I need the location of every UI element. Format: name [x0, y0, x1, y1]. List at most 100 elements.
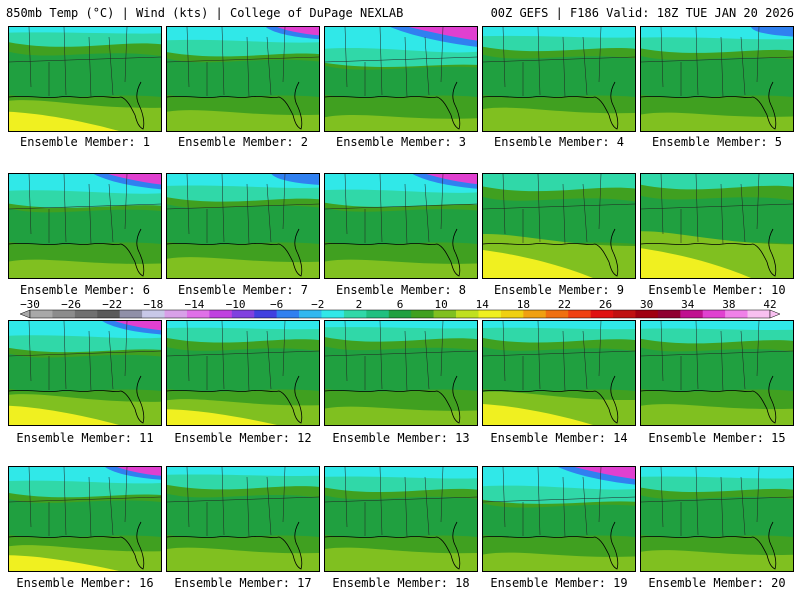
- page-title: 850mb Temp (°C) | Wind (kts) | College o…: [6, 6, 404, 20]
- colorbar-tick-label: 34: [681, 298, 695, 311]
- state-border: [756, 174, 760, 230]
- colorbar-swatch: [411, 310, 434, 318]
- colorbar-swatch: [186, 310, 210, 318]
- state-border: [483, 56, 635, 63]
- state-border: [88, 476, 92, 538]
- state-border: [9, 350, 161, 357]
- state-border: [246, 36, 250, 98]
- state-border: [502, 321, 506, 382]
- state-border: [404, 330, 408, 392]
- coastline: [483, 521, 619, 570]
- state-border: [28, 174, 32, 235]
- colorbar-swatch: [231, 310, 255, 318]
- state-border: [537, 467, 541, 536]
- colorbar-tick-label: −26: [61, 298, 81, 311]
- colorbar-swatch: [366, 310, 390, 318]
- state-border: [221, 467, 225, 536]
- state-border: [440, 174, 444, 230]
- ensemble-member-map: [640, 320, 794, 426]
- state-border: [695, 174, 699, 243]
- state-border: [167, 203, 319, 210]
- colorbar-tick-label: −18: [143, 298, 163, 311]
- state-border: [562, 183, 566, 245]
- state-border: [598, 321, 602, 377]
- state-border: [740, 36, 746, 96]
- coastline: [167, 375, 303, 424]
- ensemble-member-map: [324, 26, 478, 132]
- colorbar-tick-label: −2: [311, 298, 324, 311]
- colorbar-tick-label: −10: [226, 298, 246, 311]
- ensemble-member-label: Ensemble Member: 9: [493, 283, 625, 297]
- colorbar-swatch: [299, 310, 322, 318]
- colorbar-swatch: [343, 310, 367, 318]
- state-border: [483, 496, 635, 503]
- ensemble-member-map: [640, 466, 794, 572]
- state-border: [266, 476, 272, 536]
- state-border: [720, 476, 724, 538]
- ensemble-member-label: Ensemble Member: 16: [16, 576, 154, 590]
- ensemble-member-map: [324, 466, 478, 572]
- ensemble-member-map: [324, 320, 478, 426]
- state-border: [186, 321, 190, 382]
- state-border: [641, 203, 793, 210]
- state-border: [124, 321, 128, 377]
- state-border: [598, 174, 602, 230]
- state-border: [756, 27, 760, 83]
- state-border: [537, 174, 541, 243]
- colorbar-tick-label: 26: [599, 298, 612, 311]
- state-border: [424, 183, 430, 243]
- state-border: [720, 183, 724, 245]
- state-border: [756, 321, 760, 377]
- state-border: [88, 330, 92, 392]
- colorbar-tick-label: 42: [763, 298, 776, 311]
- state-border: [9, 496, 161, 503]
- coastline: [641, 521, 777, 570]
- coastline: [9, 81, 145, 130]
- ensemble-member-map: [166, 26, 320, 132]
- colorbar-tick-label: 14: [476, 298, 490, 311]
- run-valid-time: 00Z GEFS | F186 Valid: 18Z TUE JAN 20 20…: [490, 6, 794, 20]
- ensemble-member-map: [8, 26, 162, 132]
- ensemble-member-map: [482, 466, 636, 572]
- state-border: [483, 350, 635, 357]
- ensemble-member-map: [482, 320, 636, 426]
- state-border: [63, 321, 67, 390]
- colorbar-swatch: [590, 310, 614, 318]
- state-border: [740, 183, 746, 243]
- state-border: [221, 27, 225, 96]
- state-border: [582, 36, 588, 96]
- ensemble-member-map: [166, 320, 320, 426]
- state-border: [325, 496, 477, 503]
- colorbar-swatch: [433, 310, 457, 318]
- ensemble-member-map: [482, 26, 636, 132]
- coastline: [641, 228, 777, 277]
- state-border: [325, 203, 477, 210]
- colorbar-swatch: [725, 310, 748, 318]
- coastline: [641, 375, 777, 424]
- state-border: [660, 467, 664, 528]
- colorbar-swatch: [613, 310, 636, 318]
- state-border: [502, 467, 506, 528]
- state-border: [108, 183, 114, 243]
- state-border: [641, 496, 793, 503]
- state-border: [641, 350, 793, 357]
- coastline: [167, 521, 303, 570]
- state-border: [88, 183, 92, 245]
- coastline: [167, 81, 303, 130]
- colorbar-swatch: [119, 310, 143, 318]
- coastline: [9, 228, 145, 277]
- colorbar-tick-label: −22: [102, 298, 122, 311]
- state-border: [660, 321, 664, 382]
- ensemble-member-label: Ensemble Member: 14: [490, 431, 628, 445]
- colorbar-tick-label: 10: [434, 298, 447, 311]
- coastline: [9, 375, 145, 424]
- state-border: [325, 56, 477, 63]
- ensemble-member-label: Ensemble Member: 20: [648, 576, 786, 590]
- ensemble-member-label: Ensemble Member: 1: [19, 135, 151, 149]
- state-border: [266, 36, 272, 96]
- state-border: [404, 36, 408, 98]
- state-border: [344, 27, 348, 88]
- state-border: [660, 27, 664, 88]
- ensemble-member-label: Ensemble Member: 7: [177, 283, 309, 297]
- colorbar-tick-label: 38: [722, 298, 735, 311]
